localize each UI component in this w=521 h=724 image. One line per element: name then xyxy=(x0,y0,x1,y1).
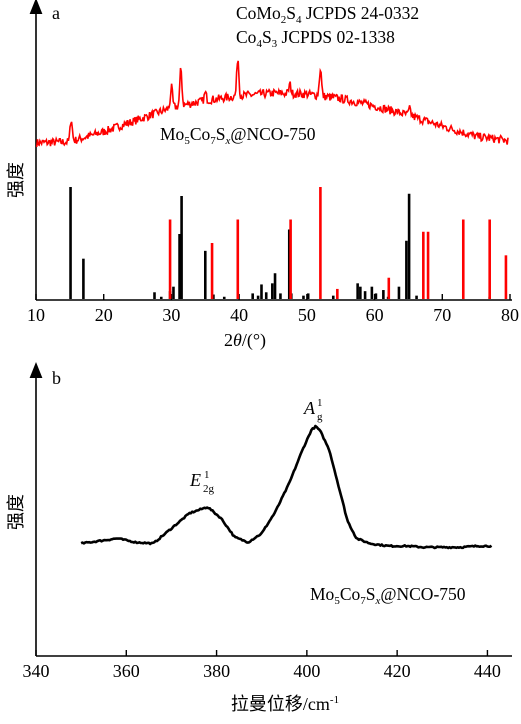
panel-b-x-label: 拉曼位移/cm-1 xyxy=(231,694,339,714)
panel-a-x-tick-label: 30 xyxy=(162,305,180,325)
legend-cos-label: Co4S3 JCPDS 02-1338 xyxy=(236,27,395,50)
panel-a-x-tick-label: 50 xyxy=(298,305,316,325)
panel-b: b E 1 2g A 1 g Mo5Co7Sx@NCO-750 强度 拉曼位移/… xyxy=(6,362,512,714)
panel-b-x-tick-label: 380 xyxy=(203,661,230,681)
panel-b-x-tick-label: 340 xyxy=(23,661,50,681)
panel-a: a CoMo2S4 JCPDS 24-0332 Co4S3 JCPDS 02-1… xyxy=(6,0,519,351)
legend-comos-label: CoMo2S4 JCPDS 24-0332 xyxy=(236,3,419,26)
panel-b-sample-label: Mo5Co7Sx@NCO-750 xyxy=(310,584,466,607)
panel-a-x-label: 2θ/(°) xyxy=(224,330,266,351)
panel-b-x-tick-label: 440 xyxy=(474,661,501,681)
panel-b-x-tick-label: 400 xyxy=(293,661,320,681)
panel-b-x-tick-label: 420 xyxy=(384,661,411,681)
panel-b-y-label: 强度 xyxy=(6,494,26,530)
e2g-peak-sub: 2g xyxy=(203,483,215,495)
e2g-peak-sup: 1 xyxy=(204,469,210,481)
panel-b-label: b xyxy=(52,368,61,388)
e2g-peak-label: E xyxy=(189,470,201,490)
reference-sticks xyxy=(69,187,508,299)
panel-b-x-ticks: 340 360 380 400 420 440 xyxy=(23,650,501,681)
panel-a-x-ticks: 10 20 30 40 50 60 70 80 xyxy=(27,294,519,325)
ag-peak-label: A xyxy=(303,398,316,418)
panel-a-label: a xyxy=(52,3,60,23)
panel-b-x-tick-label: 360 xyxy=(113,661,140,681)
panel-a-sample-label: Mo5Co7Sx@NCO-750 xyxy=(160,124,316,147)
panel-a-x-tick-label: 70 xyxy=(433,305,451,325)
panel-a-x-tick-label: 10 xyxy=(27,305,45,325)
xrd-pattern-line xyxy=(35,60,509,147)
panel-a-x-tick-label: 40 xyxy=(230,305,248,325)
panel-a-x-tick-label: 60 xyxy=(366,305,384,325)
panel-a-y-label: 强度 xyxy=(6,162,26,198)
ag-peak-sub: g xyxy=(317,411,323,423)
panel-a-x-tick-label: 80 xyxy=(501,305,519,325)
ag-peak-sup: 1 xyxy=(317,397,323,409)
panel-a-x-tick-label: 20 xyxy=(95,305,113,325)
raman-spectrum-line xyxy=(80,424,493,550)
